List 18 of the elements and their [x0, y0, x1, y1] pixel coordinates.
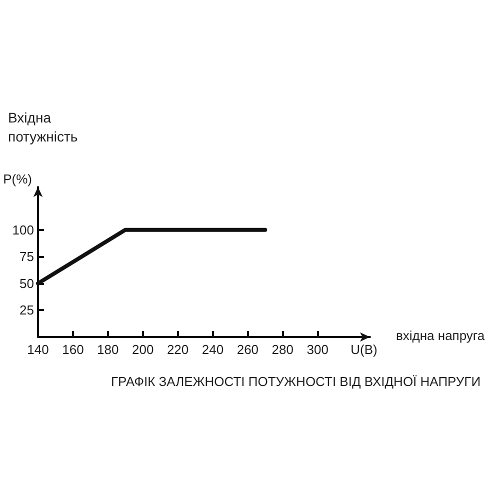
x-tick-label: 180 — [97, 342, 119, 357]
x-tick-label: 240 — [202, 342, 224, 357]
text: ГРАФІК ЗАЛЕЖНОСТІ ПОТУЖНОСТІ ВІД ВХІДНОЇ НАПРУГИ — [111, 374, 481, 389]
text: Вхідна потужність — [8, 110, 78, 144]
x-axis-title: U(B) — [350, 342, 378, 357]
x-tick-label: 160 — [62, 342, 84, 357]
y-tick-label: 50 — [20, 276, 34, 291]
y-tick-label: 25 — [20, 302, 34, 318]
y-tick-label: 75 — [20, 249, 34, 264]
x-tick-label: 200 — [132, 342, 154, 357]
x-tick-label: 260 — [236, 342, 259, 357]
y-tick-label: 100 — [12, 222, 34, 238]
x-tick-label: 140 — [27, 342, 49, 357]
x-tick-label: 280 — [272, 342, 294, 357]
x-tick-label: 300 — [306, 342, 328, 357]
y-axis-title: P(%) — [3, 172, 32, 186]
text: вхідна напруга — [396, 328, 486, 343]
x-tick-label: 220 — [166, 342, 189, 357]
